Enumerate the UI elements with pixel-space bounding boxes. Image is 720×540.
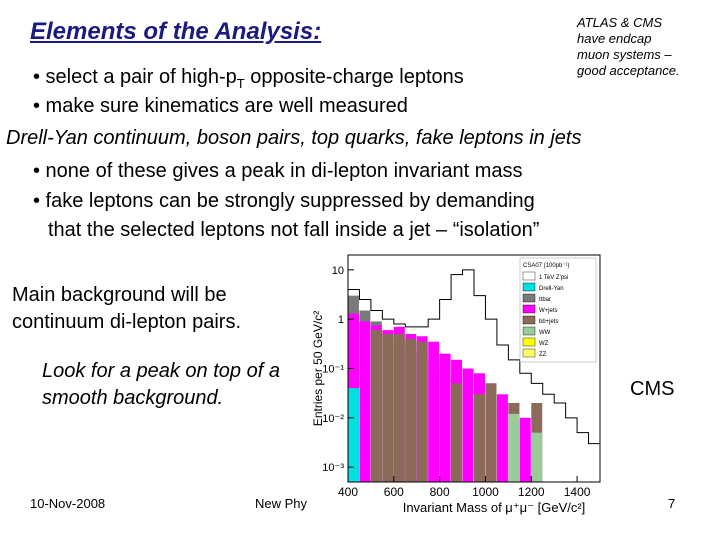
note-line: muon systems – <box>577 47 672 62</box>
acceptance-note: ATLAS & CMS have endcap muon systems – g… <box>577 15 717 79</box>
bullet-fake-leptons-cont: that the selected leptons not fall insid… <box>48 219 540 241</box>
bar-w-jets <box>462 368 474 482</box>
signal-outline <box>347 269 600 482</box>
y-tick-label: 1 <box>338 314 344 326</box>
bullet-kinematics: • make sure kinematics are well measured <box>33 95 408 117</box>
legend-label: 1 TeV Z'psi <box>539 275 568 281</box>
bullet-text: • select a pair of high-p <box>33 66 237 88</box>
bar-bb-jets <box>405 338 417 482</box>
backgrounds-heading: Drell-Yan continuum, boson pairs, top qu… <box>6 127 582 149</box>
bar-bb-jets <box>451 383 463 482</box>
bar-w-jets <box>428 341 440 482</box>
x-tick-label: 600 <box>384 485 404 499</box>
legend-label: W+jets <box>539 308 558 314</box>
legend-swatch <box>522 282 536 292</box>
bar-bb-jets <box>485 383 497 482</box>
subscript-t: T <box>236 76 245 91</box>
note-line: have endcap <box>577 31 652 46</box>
y-tick-label: 10⁻³ <box>322 462 344 474</box>
legend-label: WW <box>539 330 551 336</box>
legend: CSA07 (100pb⁻¹) 1 TeV Z'psi Drell-Yan ttbar… <box>519 257 597 363</box>
x-tick-label: 800 <box>430 485 450 499</box>
footer-conference: New Phy <box>255 496 308 511</box>
bullet-no-peak: • none of these gives a peak in di-lepto… <box>33 160 523 182</box>
y-tick-label: 10 <box>332 265 344 277</box>
slide-title: Elements of the Analysis: <box>30 18 322 45</box>
y-tick-label: 10⁻² <box>322 413 344 425</box>
legend-swatch <box>522 326 536 336</box>
legend-swatch <box>522 304 536 314</box>
bullet-text: opposite-charge leptons <box>244 66 464 88</box>
bar-w-jets <box>359 321 371 482</box>
legend-swatch <box>522 337 536 347</box>
bar-bb-jets <box>382 334 394 482</box>
legend-swatch <box>522 315 536 325</box>
bar-w-jets <box>496 394 508 482</box>
invariant-mass-plot: 400 600 800 1000 1200 1400 10 1 10⁻¹ 10⁻² 10⁻³ CSA… <box>308 250 612 520</box>
x-tick-label: 1200 <box>518 485 545 499</box>
legend-label: Drell-Yan <box>539 286 564 292</box>
legend-swatch <box>522 293 536 303</box>
legend-label: ttbar <box>539 297 551 303</box>
bar-bb-jets <box>416 341 428 482</box>
y-tick-label: 10⁻¹ <box>322 364 344 376</box>
x-tick-label: 1400 <box>564 485 591 499</box>
bullet-fake-leptons: • fake leptons can be strongly suppresse… <box>33 190 535 212</box>
footer-date: 10-Nov-2008 <box>30 496 106 511</box>
bar-drell-yan <box>348 388 359 482</box>
x-tick-label: 1000 <box>472 485 499 499</box>
bar-bb-jets <box>474 394 485 482</box>
bar-ww <box>508 413 520 482</box>
main-background-text: Main background will be continuum di-lep… <box>12 284 242 333</box>
x-tick-label: 400 <box>338 485 358 499</box>
bullet-select-leptons: • select a pair of high-pT opposite-char… <box>33 66 464 91</box>
legend-label: ZZ <box>539 352 547 358</box>
legend-title: CSA07 (100pb⁻¹) <box>523 263 570 269</box>
note-line: ATLAS & CMS <box>577 15 663 30</box>
bar-ww <box>531 432 543 482</box>
bar-w-jets <box>439 353 451 482</box>
legend-label: bb+jets <box>539 319 559 325</box>
page-number: 7 <box>668 496 676 511</box>
bar-bb-jets <box>393 334 405 482</box>
y-axis-label: Entries per 50 GeV/c² <box>311 311 325 426</box>
bar-bb-jets <box>370 330 382 482</box>
x-axis-label: Invariant Mass of μ⁺μ⁻ [GeV/c²] <box>403 500 586 515</box>
legend-swatch <box>522 271 536 281</box>
note-line: good acceptance. <box>577 63 680 78</box>
look-for-peak-text: Look for a peak on top of a smooth backg… <box>42 360 280 409</box>
bar-w-jets <box>519 417 531 482</box>
cms-label: CMS <box>630 378 675 400</box>
legend-swatch <box>522 348 536 358</box>
legend-label: WZ <box>539 341 549 347</box>
